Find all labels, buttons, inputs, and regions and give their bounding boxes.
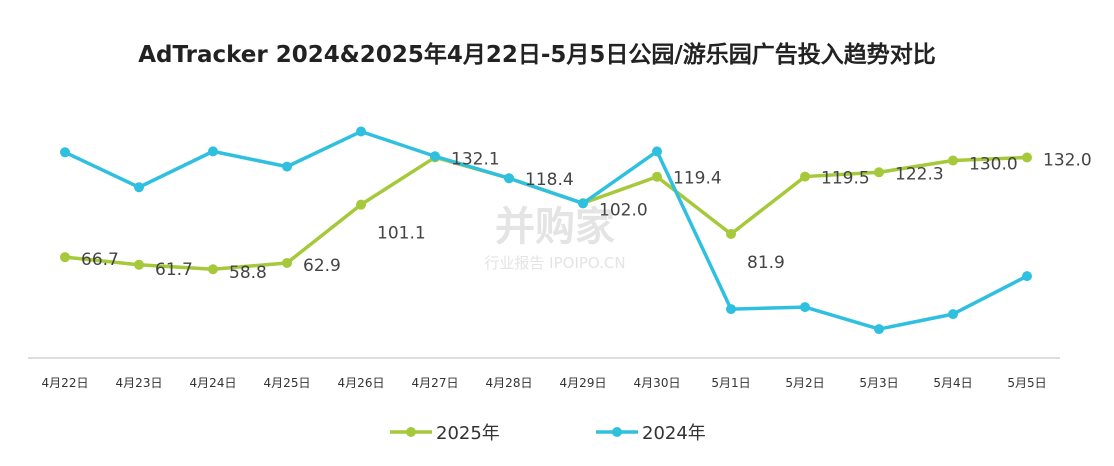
data-point [134, 259, 144, 270]
data-point [874, 324, 884, 335]
data-point [60, 147, 70, 158]
data-label: 58.8 [229, 263, 267, 283]
data-point [948, 309, 958, 320]
series-line [64, 129, 1028, 331]
data-label: 118.4 [525, 170, 574, 190]
data-point [356, 199, 366, 210]
x-tick-label: 5月2日 [785, 376, 824, 390]
data-point [1022, 271, 1032, 282]
data-label: 66.7 [81, 250, 119, 270]
data-point [948, 155, 958, 166]
legend-label: 2025年 [436, 423, 500, 444]
watermark: 并购家 [495, 204, 615, 250]
data-point [282, 257, 292, 268]
data-label: 61.7 [155, 260, 193, 280]
data-label: 101.1 [377, 224, 426, 244]
data-point [282, 161, 292, 172]
x-tick-label: 4月30日 [634, 376, 681, 390]
legend-label: 2024年 [642, 423, 706, 444]
data-point [208, 264, 218, 275]
data-point [800, 302, 810, 313]
x-tick-label: 5月3日 [859, 376, 898, 390]
x-tick-label: 4月26日 [338, 376, 385, 390]
data-point [208, 146, 218, 157]
data-label: 119.5 [821, 169, 870, 189]
x-tick-label: 4月27日 [412, 376, 459, 390]
data-label: 102.0 [599, 200, 648, 220]
x-tick-label: 5月5日 [1007, 376, 1046, 390]
data-point [504, 173, 514, 184]
data-point [60, 252, 70, 263]
x-tick-label: 4月22日 [42, 376, 89, 390]
data-label: 122.3 [895, 164, 944, 184]
data-point [134, 182, 144, 193]
chart-title: AdTracker 2024&2025年4月22日-5月5日公园/游乐园广告投入… [138, 41, 936, 68]
x-tick-label: 5月4日 [933, 376, 972, 390]
x-tick-label: 4月29日 [560, 376, 607, 390]
data-point [874, 167, 884, 178]
data-point [356, 126, 366, 137]
data-point [726, 228, 736, 239]
legend-marker [406, 427, 416, 437]
data-point [652, 171, 662, 182]
data-point [430, 151, 440, 162]
data-point [800, 171, 810, 182]
data-point [652, 146, 662, 157]
data-label: 130.0 [969, 155, 1018, 175]
data-label: 132.0 [1043, 150, 1092, 170]
legend-marker [612, 427, 622, 437]
watermark-subtitle: 行业报告 IPOIPO.CN [484, 254, 625, 272]
x-tick-label: 5月1日 [711, 376, 750, 390]
data-label: 132.1 [451, 149, 500, 169]
x-tick-label: 4月23日 [116, 376, 163, 390]
x-tick-label: 4月25日 [264, 376, 311, 390]
data-label: 62.9 [303, 256, 341, 276]
x-tick-label: 4月28日 [486, 376, 533, 390]
data-label: 81.9 [747, 253, 785, 273]
data-label: 119.4 [673, 169, 722, 189]
x-tick-label: 4月24日 [190, 376, 237, 390]
data-point [1022, 152, 1032, 163]
data-point [578, 198, 588, 209]
data-point [726, 304, 736, 315]
